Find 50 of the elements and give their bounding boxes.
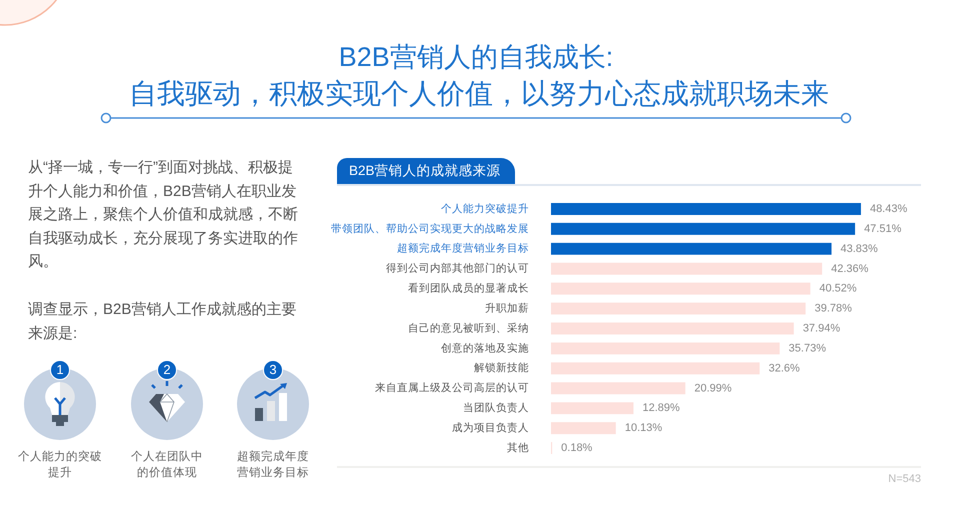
bar: [551, 382, 686, 394]
bar: [551, 242, 832, 255]
data-label: 39.78%: [814, 302, 852, 315]
chart-subtitle: 自我驱动，积极实现个人价值，以努力心态成就职场未来: [128, 77, 830, 111]
number-badge: 3: [263, 360, 283, 380]
y-tick-label: 带领团队、帮助公司实现更大的战略发展: [331, 222, 529, 235]
y-tick-label: 创意的落地及实施: [441, 341, 529, 354]
text: 调查显示，B2B营销人工作成就感的主要来源是:: [28, 300, 298, 344]
y-tick-label: 其他: [507, 440, 529, 454]
data-label: 0.18%: [561, 442, 593, 454]
data-label: 32.6%: [768, 362, 800, 374]
chart-title: B2B营销人的自我成长:: [338, 41, 614, 74]
bar: [551, 342, 780, 354]
text: 从“择一城，专一行”到面对挑战、积极提升个人能力和价值，B2B营销人在职业发展之路上，聚焦个人价值和成就感，不断自我驱动成长，充分展现了务实进取的作风。: [28, 158, 299, 272]
bar: [551, 362, 760, 374]
bar: [551, 222, 856, 235]
data-label: 47.51%: [864, 222, 902, 235]
bar: [551, 422, 616, 434]
data-label: 20.99%: [694, 382, 732, 394]
data-label: 10.13%: [624, 422, 662, 434]
data-label: 35.73%: [788, 342, 826, 354]
data-label: 43.83%: [840, 242, 878, 255]
y-tick-label: 超额完成年度营销业务目标: [397, 242, 529, 255]
y-tick-label: 成为项目负责人: [452, 421, 529, 434]
y-tick-label: 个人能力突破提升: [441, 202, 529, 215]
number-badge: 1: [50, 360, 70, 380]
bar: [551, 322, 794, 334]
y-tick-label: 升职加薪: [485, 301, 529, 314]
y-tick-label: 当团队负责人: [463, 401, 529, 414]
data-label: 40.52%: [819, 282, 857, 295]
data-label: 42.36%: [831, 262, 869, 275]
y-tick-label: 得到公司内部其他部门的认可: [386, 262, 529, 275]
bar: [551, 202, 861, 215]
text: N=543: [887, 473, 921, 485]
text: 个人在团队中的价值体现: [131, 450, 203, 481]
bar: [551, 402, 634, 414]
bar: [551, 302, 806, 315]
y-tick-label: 自己的意见被听到、采纳: [408, 321, 529, 334]
bar: [551, 262, 822, 275]
y-tick-label: 看到团队成员的显著成长: [408, 282, 529, 295]
data-label: 48.43%: [870, 202, 908, 215]
text: 超额完成年度营销业务目标: [237, 449, 309, 481]
text: 个人能力的突破提升: [18, 449, 102, 481]
y-tick-label: 来自直属上级及公司高层的认可: [375, 381, 529, 394]
y-tick-label: 解锁新技能: [474, 361, 529, 374]
data-label: 37.94%: [802, 322, 840, 335]
number-badge: 2: [157, 360, 177, 380]
header-tab: B2B营销人的成就感来源: [337, 158, 515, 184]
data-label: 12.89%: [642, 402, 680, 414]
bar: [551, 282, 810, 295]
